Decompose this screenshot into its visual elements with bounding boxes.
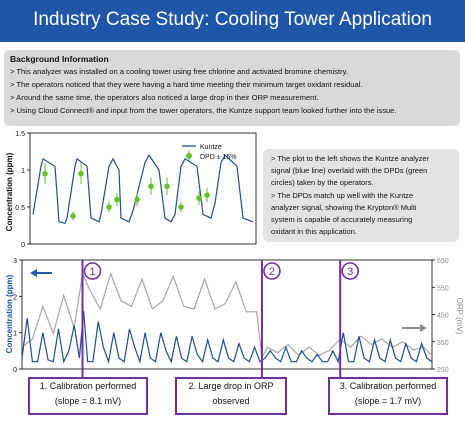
chart1-ytick-label: 1.5 <box>15 131 25 138</box>
chart2-y2tick-label: 350 <box>437 340 449 347</box>
event-number-label: 3 <box>347 266 353 278</box>
left-arrow-head <box>30 269 37 277</box>
left-axis-arrow <box>30 269 52 277</box>
dpd-point <box>204 192 210 198</box>
background-line: > Around the same time, the operators al… <box>10 93 319 102</box>
background-line: > Using Cloud Connect® and input from th… <box>10 106 397 115</box>
background-info-box: Background Information > This analyzer w… <box>4 50 460 126</box>
note-line: > The plot to the left shows the Kuntze … <box>271 154 430 163</box>
callout-calibration-3: 3. Calibration performed (slope = 1.7 mV… <box>328 377 448 415</box>
concentration-series-line <box>21 310 433 365</box>
callout-3-line2: (slope = 1.7 mV) <box>354 396 422 406</box>
event-number-label: 2 <box>269 266 275 278</box>
chart2-y2label: ORP (mV) <box>455 298 464 335</box>
dpd-point <box>148 183 154 190</box>
callout-1-line1: 1. Calibration performed <box>39 381 137 391</box>
chart2-ytick-label: 1 <box>13 331 17 338</box>
note-line: circles) taken by the operators. <box>271 178 374 187</box>
event-number-circle <box>341 262 359 280</box>
legend-dpd-label: DPD ± 15% <box>200 154 237 161</box>
dpd-point <box>78 170 84 177</box>
chart1-ytick-label: 0 <box>21 242 25 249</box>
dpd-point <box>42 170 48 177</box>
chart2-y2tick-label: 650 <box>437 258 449 265</box>
callout-orp-drop: 2. Large drop in ORP observed <box>175 377 287 415</box>
event-number-circle <box>263 262 281 280</box>
event-number-circle <box>83 262 102 280</box>
chart1-legend: Kuntze DPD ± 15% <box>182 144 237 161</box>
background-heading: Background Information <box>10 54 109 64</box>
background-line: > The operators noticed that they were h… <box>10 80 363 89</box>
chart1-ytick-label: 0.5 <box>15 205 25 212</box>
orp-concentration-chart: Concentration (ppm) ORP (mV) 0 1 2 3 250 350… <box>5 258 464 379</box>
right-arrow-head <box>420 324 427 332</box>
event-number-label: 1 <box>89 266 95 278</box>
callout-2-line2: observed <box>212 396 250 406</box>
note-line: system is capable of accurately measurin… <box>271 215 413 224</box>
chart2-ytick-label: 0 <box>13 367 17 374</box>
note-line: signal (blue line) overlaid with the DPD… <box>271 166 428 175</box>
note-line: oxidant in this application. <box>271 227 357 236</box>
callout-calibration-1: 1. Calibration performed (slope = 8.1 mV… <box>28 377 148 415</box>
dpd-point <box>196 195 202 201</box>
chart2-ytick-label: 3 <box>13 258 17 265</box>
dpd-point <box>134 196 140 203</box>
chart2-y2tick-label: 550 <box>437 285 449 292</box>
legend-dpd-swatch <box>186 153 192 159</box>
dpd-point <box>70 213 76 219</box>
chart1-ytick-label: 1 <box>21 168 25 175</box>
kuntze-dpd-chart: Concentration (ppm) 0 0.5 1 1.5 Kuntze DPD … <box>5 131 257 249</box>
page-title: Industry Case Study: Cooling Tower Appli… <box>33 9 432 30</box>
background-line: > This analyzer was installed on a cooli… <box>10 67 349 76</box>
chart2-y2tick-label: 250 <box>437 367 449 374</box>
orp-series-line <box>21 271 433 361</box>
note-box: > The plot to the left shows the Kuntze … <box>263 149 459 242</box>
legend-kuntze-label: Kuntze <box>200 144 222 151</box>
note-line: > The DPDs match up well with the Kuntze <box>271 191 414 200</box>
chart2-y2tick-label: 450 <box>437 313 449 320</box>
right-axis-arrow <box>402 324 427 332</box>
dpd-point <box>114 196 120 203</box>
chart2-ytick-label: 2 <box>13 294 17 301</box>
chart2-plot-area <box>21 259 433 370</box>
dpd-point <box>178 204 184 210</box>
note-line: analyzer signal, showing the Krypton® Mu… <box>271 203 417 212</box>
chart2-ylabel: Concentration (ppm) <box>5 274 14 353</box>
kuntze-series-line <box>32 154 254 225</box>
chart1-ylabel: Concentration (ppm) <box>5 152 14 231</box>
title-bar: Industry Case Study: Cooling Tower Appli… <box>0 0 465 42</box>
callout-2-line1: 2. Large drop in ORP <box>188 381 274 391</box>
dpd-point <box>106 204 112 210</box>
chart1-plot-area <box>29 132 257 245</box>
dpd-point <box>164 183 170 190</box>
callout-1-line2: (slope = 8.1 mV) <box>54 396 122 406</box>
callout-3-line1: 3. Calibration performed <box>339 381 437 391</box>
